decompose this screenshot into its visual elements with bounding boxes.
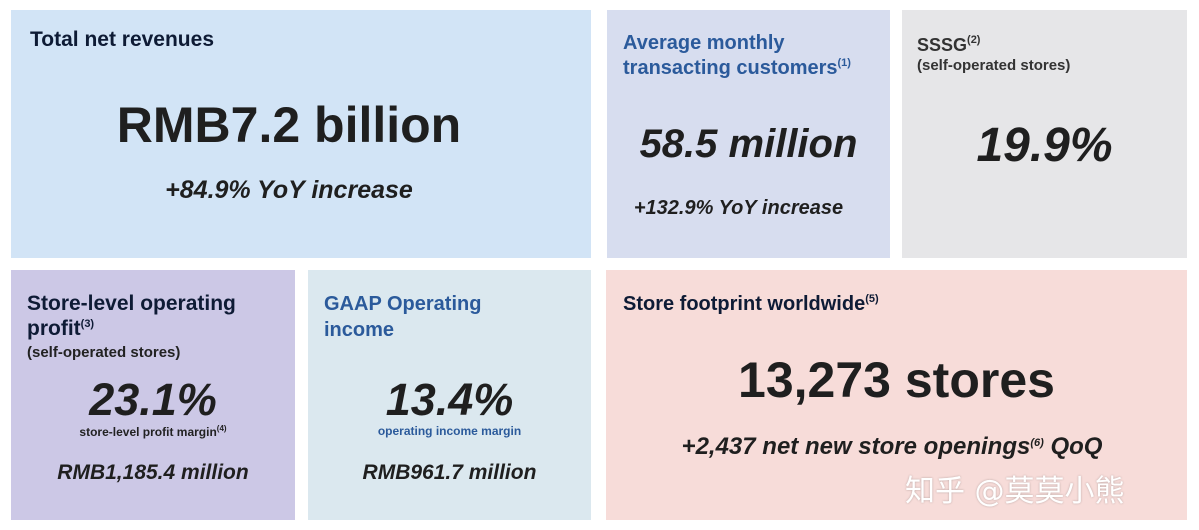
footnote-marker: (6) — [1030, 437, 1044, 449]
card-title: Total net revenues — [30, 28, 214, 51]
store-profit-amount: RMB1,185.4 million — [57, 461, 249, 484]
gaap-amount: RMB961.7 million — [362, 461, 537, 484]
footnote-marker: (5) — [865, 293, 879, 305]
footnote-marker: (1) — [837, 57, 851, 69]
gaap-caption: operating income margin — [377, 424, 522, 438]
store-count-value: 13,273 stores — [738, 352, 1055, 408]
store-profit-caption: store-level profit margin(4) — [79, 424, 227, 440]
sssg-value: 19.9% — [976, 119, 1113, 172]
revenue-value: RMB7.2 billion — [116, 97, 462, 153]
zhihu-watermark: 知乎 @莫莫小熊 — [905, 474, 1125, 509]
card-title-line2: profit(3) — [27, 317, 95, 340]
store-openings-change: +2,437 net new store openings(6) QoQ — [681, 433, 1103, 460]
gaap-margin-value: 13.4% — [385, 374, 514, 425]
customers-value: 58.5 million — [639, 122, 858, 166]
card-title-line1: GAAP Operating — [324, 293, 482, 315]
store-footprint-card: Store footprint worldwide(5) 13,273 stor… — [606, 270, 1187, 520]
footnote-marker: (3) — [80, 318, 95, 330]
card-title-line2: income — [324, 319, 395, 341]
store-level-profit-card: Store-level operating profit(3) (self-op… — [11, 270, 295, 520]
footnote-marker: (2) — [967, 34, 981, 46]
footnote-marker: (4) — [216, 424, 227, 433]
card-title-line1: Average monthly — [623, 32, 785, 54]
card-title: SSSG(2) — [917, 34, 981, 56]
gaap-operating-income-card: GAAP Operating income 13.4% operating in… — [308, 270, 591, 520]
customers-change: +132.9% YoY increase — [633, 197, 844, 219]
card-title-line2: transacting customers(1) — [623, 57, 851, 79]
card-title: Store footprint worldwide(5) — [623, 293, 879, 315]
card-title-line1: Store-level operating — [27, 292, 236, 315]
total-net-revenues-card: Total net revenues RMB7.2 billion +84.9%… — [11, 10, 591, 258]
card-subtitle: (self-operated stores) — [27, 344, 181, 361]
store-profit-margin-value: 23.1% — [89, 374, 217, 425]
revenue-change: +84.9% YoY increase — [165, 176, 413, 204]
card-subtitle: (self-operated stores) — [917, 57, 1071, 74]
transacting-customers-card: Average monthly transacting customers(1)… — [607, 10, 890, 258]
sssg-card: SSSG(2) (self-operated stores) 19.9% — [902, 10, 1187, 258]
